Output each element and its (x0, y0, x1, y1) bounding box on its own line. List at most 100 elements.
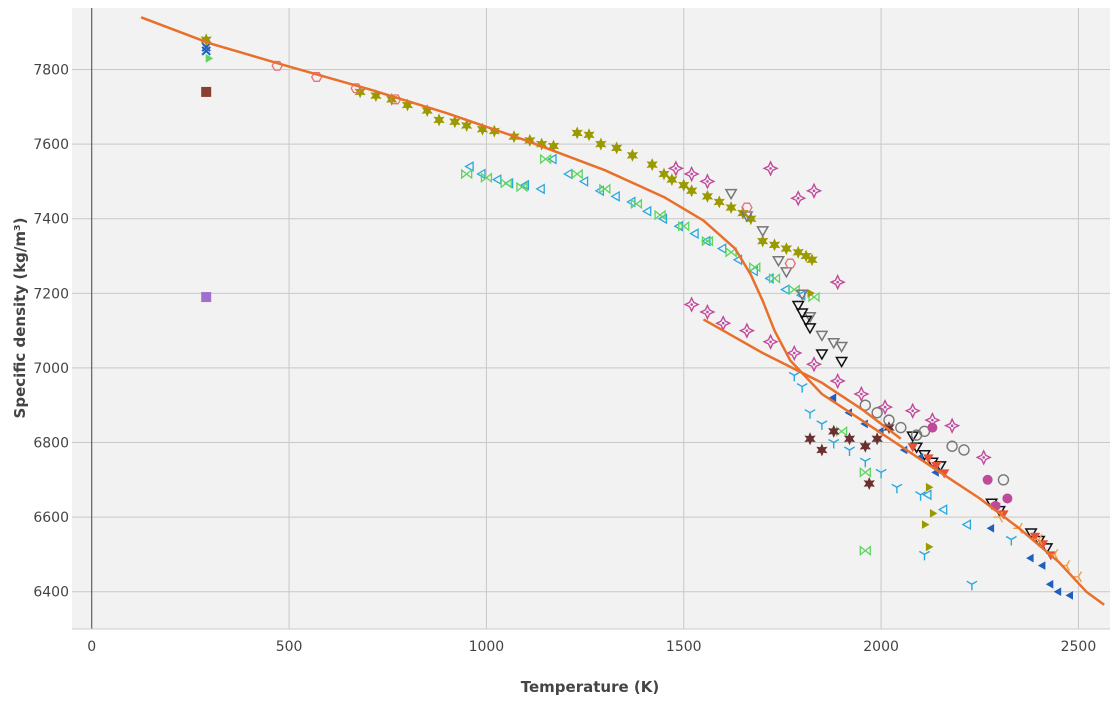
bowtie-point (599, 183, 611, 195)
diamond-star-point (699, 303, 716, 321)
triangle-point (1045, 579, 1054, 589)
bowtie-point (539, 153, 552, 165)
tri-point (1005, 535, 1017, 546)
triangle-point (807, 289, 815, 298)
bowtie-point (859, 545, 871, 557)
triangle-point (922, 489, 932, 501)
star-point (386, 92, 398, 106)
tri-point (859, 457, 871, 468)
triangle-point (795, 308, 809, 320)
triangle-point (464, 161, 474, 172)
star-point (401, 98, 414, 112)
triangle-point (986, 524, 995, 533)
triangle-point (1029, 532, 1041, 542)
triangle-point (835, 341, 849, 353)
x-tick-label: 1500 (666, 639, 702, 655)
star-point (595, 137, 607, 151)
grid-lines (72, 8, 1110, 629)
diamond-star-center (860, 392, 863, 396)
star-point (626, 148, 639, 162)
x-tick-label: 2500 (1061, 639, 1097, 655)
star-point (745, 212, 757, 226)
bowtie-point (768, 273, 781, 284)
star-point (571, 126, 583, 140)
diamond-star-center (812, 362, 816, 366)
triangle-point (689, 228, 699, 240)
diamond-star-center (792, 351, 796, 355)
x-tick-label: 2000 (863, 639, 899, 655)
series-3-bowtie-open (461, 153, 871, 557)
bowtie-point (461, 168, 473, 180)
diamond-star-point (699, 173, 716, 190)
diamond-star-center (690, 172, 693, 176)
fit-line-1 (702, 318, 902, 440)
diamond-star-center (769, 167, 772, 170)
x-tick-labels: 0 500 1000 1500 2000 2500 (87, 639, 1096, 655)
star-point (800, 249, 812, 263)
triangle-point (925, 482, 934, 492)
series-18-x (201, 42, 211, 56)
triangle-point (835, 356, 849, 368)
star-point (859, 439, 871, 453)
y-tick-label: 7200 (33, 286, 69, 302)
data-series (140, 16, 1105, 606)
star-point (757, 234, 769, 248)
star-point (524, 133, 536, 147)
hexagon-point (271, 60, 283, 71)
triangle-point (1065, 591, 1073, 600)
triangle-point (803, 311, 817, 324)
diamond-star-point (943, 417, 961, 434)
bowtie-point (859, 466, 871, 478)
diamond-star-center (796, 196, 800, 200)
diamond-star-center (812, 189, 816, 193)
star-point (476, 122, 489, 136)
bowtie-point (788, 284, 800, 295)
hexagon-point (350, 83, 362, 94)
triangle-point (931, 461, 942, 471)
diamond-star-center (690, 303, 693, 306)
circle-point (859, 399, 872, 411)
star-point (449, 115, 461, 129)
star-point (421, 104, 433, 118)
bowtie-point (630, 198, 643, 210)
series-9-circle-open (859, 399, 1010, 486)
triangle-point (923, 454, 934, 464)
bowtie-point (678, 220, 690, 232)
star-point (547, 139, 560, 153)
x-tick-label: 1000 (469, 639, 505, 655)
star-point (666, 173, 678, 187)
bowtie-point (701, 235, 714, 247)
star-point (806, 253, 818, 267)
diamond-star-center (883, 405, 887, 409)
triangle-point (828, 393, 837, 403)
triangle-point (815, 349, 829, 361)
circle-point (871, 406, 883, 419)
circle-point (997, 474, 1010, 486)
star-point (678, 178, 690, 192)
bowtie-point (480, 172, 493, 184)
y-axis-title: Specific density (kg/m³) (11, 218, 29, 419)
diamond-star-center (911, 409, 914, 413)
star-point (370, 89, 382, 103)
y-tick-label: 7600 (33, 137, 69, 153)
plot-background (72, 8, 1110, 629)
triangle-point (937, 504, 948, 516)
star-point (686, 184, 698, 198)
diamond-star-center (836, 379, 839, 383)
diamond-star-point (829, 372, 846, 390)
triangle-point (1053, 587, 1062, 596)
star-point (583, 128, 595, 142)
series-16-square (201, 292, 212, 303)
triangle-point (791, 300, 805, 312)
series-7-tri-up (788, 371, 1017, 591)
diamond-star-center (931, 418, 934, 422)
star-point (780, 242, 792, 256)
triangle-point (547, 153, 557, 165)
diamond-star-point (876, 398, 894, 416)
y-tick-label: 6400 (33, 585, 69, 601)
circle-point (883, 414, 895, 426)
square-point (201, 292, 212, 303)
diamond-star-center (836, 280, 839, 284)
diamond-star-center (721, 321, 725, 325)
